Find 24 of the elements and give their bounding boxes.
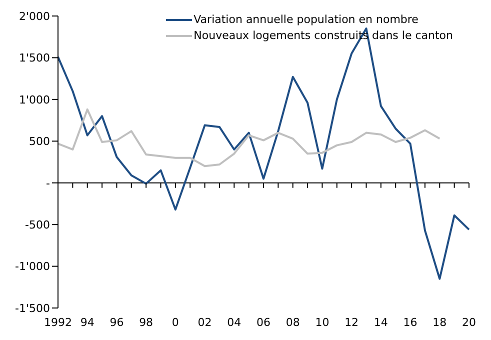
x-tick-label: 96 — [110, 316, 124, 329]
x-tick-label: 18 — [432, 316, 447, 329]
x-tick-label: 1992 — [44, 316, 72, 329]
x-tick-label: 12 — [344, 316, 359, 329]
x-tick-label: 06 — [256, 316, 270, 329]
y-tick-label: -1'500 — [15, 302, 50, 315]
x-tick-label: 14 — [374, 316, 388, 329]
y-tick-label: 2'000 — [18, 10, 50, 23]
x-tick-label: 16 — [403, 316, 418, 329]
y-tick-label: -500 — [25, 218, 50, 232]
x-tick-label: 98 — [139, 316, 154, 329]
x-tick-label: 0 — [172, 316, 179, 329]
legend-label: Variation annuelle population en nombre — [194, 12, 418, 28]
x-tick-label: 02 — [198, 316, 212, 329]
x-tick-label: 94 — [80, 316, 94, 329]
y-tick-label: - — [46, 176, 50, 190]
y-tick-label: -1'000 — [15, 260, 50, 274]
y-tick-label: 500 — [29, 135, 50, 148]
x-tick-label: 20 — [462, 316, 476, 329]
x-tick-label: 08 — [286, 316, 300, 329]
y-tick-label: 1'500 — [18, 52, 50, 65]
y-tick-label: 1'000 — [18, 93, 50, 106]
x-tick-label: 10 — [315, 316, 330, 329]
x-tick-label: 04 — [227, 316, 242, 329]
